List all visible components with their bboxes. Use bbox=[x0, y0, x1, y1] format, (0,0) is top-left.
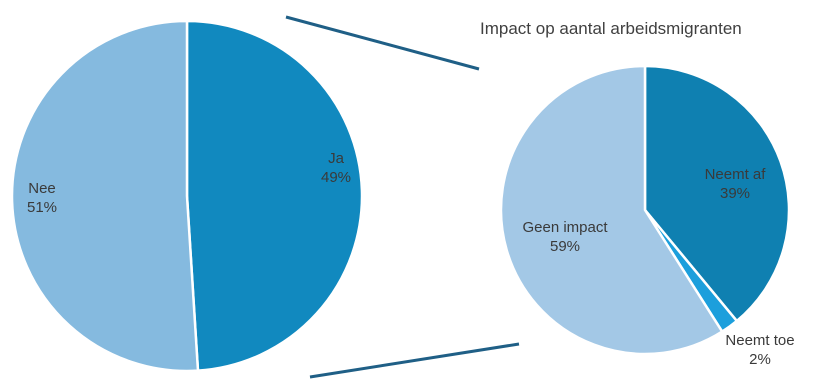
slice-value-ja: 49% bbox=[321, 169, 351, 186]
slice-ja bbox=[185, 19, 364, 372]
secondary-pie-title: Impact op aantal arbeidsmigranten bbox=[480, 19, 742, 38]
connector-line-bottom bbox=[309, 342, 520, 379]
connector-lines bbox=[285, 15, 520, 379]
connector-line-top bbox=[285, 15, 480, 71]
slice-name-geen-impact: Geen impact bbox=[522, 219, 608, 236]
slice-nee bbox=[10, 19, 200, 373]
slice-value-neemt-toe: 2% bbox=[749, 351, 771, 368]
slice-value-nee: 51% bbox=[27, 199, 57, 216]
slice-value-geen-impact: 59% bbox=[550, 238, 580, 255]
slice-label-neemt-af: Neemt af 39% bbox=[705, 166, 767, 202]
slice-label-nee: Nee 51% bbox=[27, 180, 57, 216]
slice-geen-impact bbox=[499, 64, 724, 356]
slice-name-ja: Ja bbox=[328, 150, 345, 167]
slice-name-neemt-af: Neemt af bbox=[705, 166, 767, 183]
slice-label-neemt-toe: Neemt toe 2% bbox=[725, 332, 794, 368]
slice-label-ja: Ja 49% bbox=[321, 150, 351, 186]
slice-name-nee: Nee bbox=[28, 180, 56, 197]
main-pie: Ja 49% Nee 51% bbox=[10, 19, 364, 373]
slice-neemt-af bbox=[643, 64, 791, 323]
slice-value-neemt-af: 39% bbox=[720, 185, 750, 202]
secondary-pie: Neemt af 39% Neemt toe 2% Geen impact 59% bbox=[499, 64, 795, 368]
slice-label-geen-impact: Geen impact 59% bbox=[522, 219, 608, 255]
slice-name-neemt-toe: Neemt toe bbox=[725, 332, 794, 349]
